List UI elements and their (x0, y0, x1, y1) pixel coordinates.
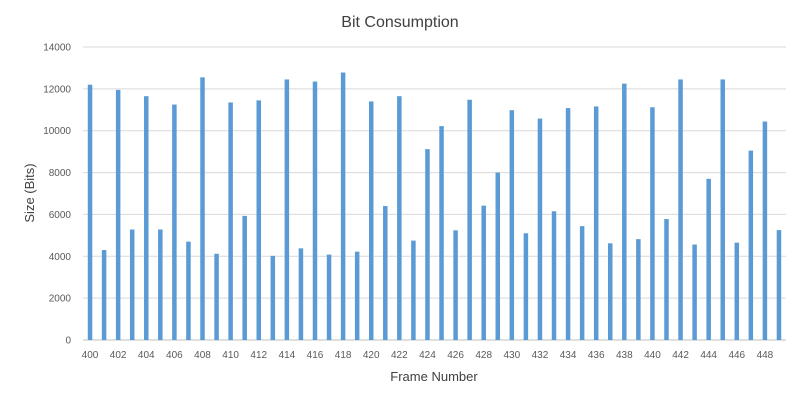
x-tick-label: 434 (560, 350, 577, 361)
bar-frame-404 (144, 96, 149, 341)
y-tick-label: 14000 (43, 43, 71, 54)
bar-frame-447 (748, 150, 754, 340)
bar-frame-440 (650, 107, 655, 341)
bar-frame-422 (397, 96, 402, 341)
x-tick-label: 400 (82, 350, 99, 361)
bar-frame-423 (411, 240, 416, 340)
bar-frame-407 (186, 241, 191, 340)
x-tick-label: 412 (250, 350, 267, 361)
x-tick-label: 446 (728, 350, 745, 361)
bar-frame-414 (284, 79, 290, 340)
x-tick-label: 408 (194, 350, 211, 361)
bar-frame-442 (678, 79, 683, 340)
bar-frame-438 (622, 83, 627, 341)
x-tick-label: 442 (672, 350, 689, 361)
bar-frame-421 (383, 206, 388, 340)
x-tick-label: 438 (616, 350, 633, 361)
bar-frame-425 (439, 126, 444, 340)
y-tick-label: 12000 (43, 84, 71, 95)
bar-frame-429 (495, 172, 501, 340)
y-tick-label: 10000 (43, 126, 71, 137)
bar-frame-439 (636, 239, 641, 340)
y-tick-label: 8000 (49, 168, 72, 179)
bar-frame-419 (354, 251, 360, 340)
x-tick-label: 416 (307, 350, 324, 361)
x-tick-label: 414 (279, 350, 296, 361)
x-tick-label: 440 (644, 350, 661, 361)
bar-frame-406 (172, 104, 177, 340)
x-tick-label: 424 (419, 350, 436, 361)
bars-layer (87, 72, 782, 341)
bar-frame-412 (256, 100, 261, 341)
bar-frame-405 (158, 229, 163, 340)
x-tick-label: 444 (700, 350, 717, 361)
bar-frame-448 (762, 121, 768, 340)
bar-frame-427 (467, 99, 472, 341)
x-tick-label: 418 (335, 350, 352, 361)
bar-frame-432 (537, 118, 543, 340)
y-tick-label: 0 (65, 336, 71, 347)
bar-frame-426 (453, 230, 458, 340)
chart-title: Bit Consumption (341, 14, 458, 31)
bar-frame-417 (326, 254, 332, 340)
bar-frame-424 (425, 149, 430, 340)
x-tick-label: 448 (757, 350, 774, 361)
bar-frame-415 (298, 248, 304, 340)
y-tick-label: 4000 (49, 252, 72, 263)
bar-frame-411 (242, 215, 247, 340)
bar-frame-416 (312, 81, 318, 340)
bar-frame-433 (551, 211, 557, 340)
bar-frame-434 (565, 108, 571, 340)
grid-layer (83, 46, 786, 341)
bar-frame-402 (115, 89, 121, 341)
bar-frame-408 (200, 77, 205, 340)
bar-frame-435 (579, 226, 585, 340)
x-tick-label: 402 (110, 350, 127, 361)
bar-frame-409 (214, 253, 219, 340)
bar-frame-446 (734, 242, 740, 340)
bar-frame-430 (509, 110, 515, 340)
bar-frame-413 (270, 255, 276, 340)
y-tick-label: 2000 (49, 294, 72, 305)
bar-frame-403 (129, 229, 135, 340)
x-axis-label: Frame Number (390, 369, 478, 384)
bar-frame-443 (692, 244, 697, 340)
y-axis-label: Size (Bits) (22, 163, 37, 222)
x-tick-label: 422 (391, 350, 408, 361)
bar-frame-420 (368, 101, 374, 340)
bar-frame-428 (481, 205, 486, 340)
y-tick-label: 6000 (49, 210, 72, 221)
x-tick-label: 404 (138, 350, 155, 361)
x-tick-label: 428 (475, 350, 492, 361)
bar-frame-418 (340, 72, 346, 340)
bar-frame-441 (664, 219, 669, 340)
x-tick-label: 410 (222, 350, 239, 361)
bar-frame-437 (608, 243, 613, 340)
bar-frame-444 (706, 178, 711, 340)
x-tick-label: 430 (503, 350, 520, 361)
bar-frame-449 (776, 230, 782, 341)
bar-frame-436 (593, 106, 599, 340)
x-tick-label: 420 (363, 350, 380, 361)
y-axis-ticks: 0 2000 4000 6000 8000 10000 12000 14000 (43, 43, 71, 347)
x-tick-label: 436 (588, 350, 605, 361)
bar-frame-410 (228, 102, 233, 341)
x-tick-label: 426 (447, 350, 464, 361)
x-axis-ticks: 400 402 404 406 408 410 412 414 416 418 420 422 424 4… (82, 350, 774, 361)
x-tick-label: 432 (532, 350, 549, 361)
bar-frame-431 (523, 233, 529, 340)
x-tick-label: 406 (166, 350, 183, 361)
bar-frame-445 (720, 79, 725, 340)
bar-frame-400 (87, 84, 93, 340)
bar-frame-401 (101, 250, 107, 340)
